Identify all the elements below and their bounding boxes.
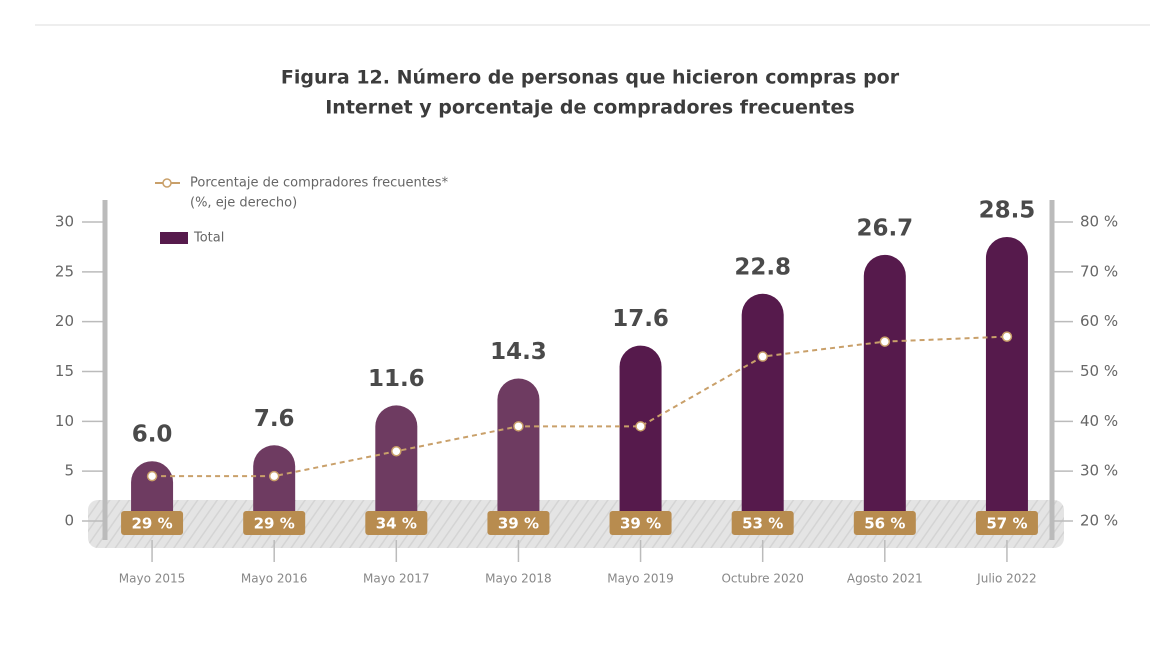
line-value-label: 39 % bbox=[620, 515, 661, 533]
legend-swatch bbox=[160, 232, 188, 244]
legend-label: (%, eje derecho) bbox=[190, 196, 297, 211]
value-label-box bbox=[487, 511, 550, 535]
chart-title: Figura 12. Número de personas que hicier… bbox=[281, 67, 900, 89]
line-point bbox=[268, 470, 280, 482]
bar bbox=[985, 236, 1028, 521]
x-tick-label: Mayo 2018 bbox=[485, 572, 552, 586]
value-label-box bbox=[609, 511, 672, 535]
bar bbox=[253, 445, 296, 521]
line-value-label: 29 % bbox=[131, 515, 172, 533]
y2-tick-label: 80 % bbox=[1080, 213, 1118, 231]
bar-value-label: 14.3 bbox=[490, 339, 547, 365]
value-label-box bbox=[365, 511, 428, 535]
y2-tick-label: 20 % bbox=[1080, 512, 1118, 530]
x-tick-label: Mayo 2019 bbox=[607, 572, 674, 586]
x-tick-label: Mayo 2017 bbox=[363, 572, 430, 586]
y-tick-label: 30 bbox=[55, 213, 74, 231]
bar bbox=[741, 293, 784, 521]
y2-tick-label: 40 % bbox=[1080, 412, 1118, 430]
bar-value-label: 22.8 bbox=[734, 254, 791, 280]
chart-title: Internet y porcentaje de compradores fre… bbox=[325, 97, 855, 119]
line-point bbox=[146, 470, 158, 482]
legend-label: Porcentaje de compradores frecuentes* bbox=[190, 176, 449, 191]
x-tick-label: Agosto 2021 bbox=[847, 572, 923, 586]
legend-marker bbox=[162, 178, 172, 188]
bar bbox=[619, 345, 662, 521]
value-label-box bbox=[853, 511, 916, 535]
y-tick-label: 0 bbox=[64, 512, 74, 530]
y-tick-label: 5 bbox=[64, 462, 74, 480]
line-point bbox=[513, 421, 524, 432]
baseline-band bbox=[88, 500, 1064, 548]
legend-label: Total bbox=[193, 231, 224, 246]
line-value-label: 34 % bbox=[376, 515, 417, 533]
y2-tick-label: 30 % bbox=[1080, 462, 1118, 480]
y-tick-label: 10 bbox=[55, 412, 74, 430]
value-label-box bbox=[121, 511, 184, 535]
bar-value-label: 17.6 bbox=[612, 306, 669, 332]
x-tick-label: Mayo 2015 bbox=[119, 572, 186, 586]
y2-tick-label: 50 % bbox=[1080, 362, 1118, 380]
y-tick-label: 25 bbox=[55, 262, 74, 280]
bar-value-label: 26.7 bbox=[856, 215, 913, 241]
value-label-box bbox=[243, 511, 306, 535]
line-point bbox=[1001, 331, 1013, 342]
bar bbox=[863, 254, 906, 521]
bar-value-label: 28.5 bbox=[979, 197, 1036, 223]
x-tick-label: Octubre 2020 bbox=[721, 572, 803, 586]
y2-tick-label: 70 % bbox=[1080, 262, 1118, 280]
y2-tick-label: 60 % bbox=[1080, 312, 1118, 330]
line-point bbox=[757, 351, 768, 362]
line-value-label: 29 % bbox=[254, 515, 295, 533]
line-point bbox=[391, 445, 402, 457]
line bbox=[152, 335, 1007, 478]
value-label-box bbox=[731, 511, 794, 535]
x-tick-label: Mayo 2016 bbox=[241, 572, 308, 586]
line-point bbox=[879, 336, 891, 347]
bar bbox=[497, 378, 540, 521]
line-value-label: 53 % bbox=[742, 515, 783, 533]
y-tick-label: 15 bbox=[55, 362, 74, 380]
bar-value-label: 11.6 bbox=[368, 366, 425, 392]
bar-value-label: 7.6 bbox=[254, 406, 295, 432]
value-label-box bbox=[975, 511, 1038, 535]
line-value-label: 57 % bbox=[986, 515, 1027, 533]
line-value-label: 39 % bbox=[498, 515, 539, 533]
x-tick-label: Julio 2022 bbox=[976, 572, 1037, 586]
line-value-label: 56 % bbox=[864, 515, 905, 533]
line-point bbox=[635, 421, 646, 432]
bar-value-label: 6.0 bbox=[132, 422, 173, 448]
y-tick-label: 20 bbox=[55, 312, 74, 330]
bar bbox=[375, 405, 418, 521]
